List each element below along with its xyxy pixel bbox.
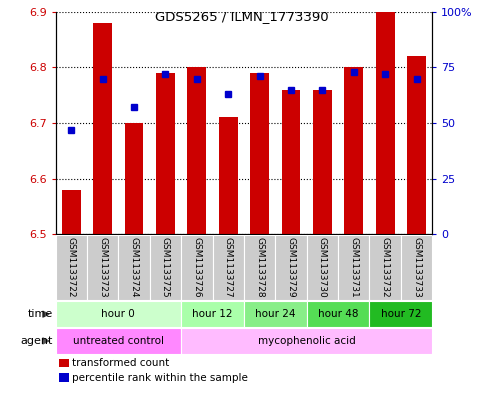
Text: GDS5265 / ILMN_1773390: GDS5265 / ILMN_1773390 bbox=[155, 10, 328, 23]
Text: untreated control: untreated control bbox=[73, 336, 164, 346]
Text: agent: agent bbox=[21, 336, 53, 346]
Text: GSM1133725: GSM1133725 bbox=[161, 237, 170, 298]
Text: GSM1133723: GSM1133723 bbox=[98, 237, 107, 298]
Text: hour 48: hour 48 bbox=[318, 309, 358, 319]
Bar bbox=[307, 301, 369, 327]
Text: GSM1133731: GSM1133731 bbox=[349, 237, 358, 298]
Text: GSM1133727: GSM1133727 bbox=[224, 237, 233, 298]
Bar bbox=[187, 67, 206, 234]
Text: GSM1133732: GSM1133732 bbox=[381, 237, 390, 298]
Bar bbox=[275, 235, 307, 300]
Bar bbox=[62, 190, 81, 234]
Text: GSM1133729: GSM1133729 bbox=[286, 237, 296, 298]
Bar bbox=[156, 73, 175, 234]
Bar bbox=[56, 301, 181, 327]
Bar bbox=[150, 235, 181, 300]
Text: time: time bbox=[28, 309, 53, 319]
Bar bbox=[401, 235, 432, 300]
Text: GSM1133730: GSM1133730 bbox=[318, 237, 327, 298]
Bar bbox=[313, 90, 332, 234]
Bar bbox=[376, 12, 395, 234]
Bar bbox=[307, 235, 338, 300]
Text: percentile rank within the sample: percentile rank within the sample bbox=[72, 373, 248, 383]
Text: mycophenolic acid: mycophenolic acid bbox=[258, 336, 355, 346]
Bar bbox=[118, 235, 150, 300]
Bar bbox=[369, 235, 401, 300]
Text: hour 12: hour 12 bbox=[192, 309, 233, 319]
Text: transformed count: transformed count bbox=[72, 358, 170, 368]
Bar bbox=[219, 118, 238, 234]
Bar bbox=[213, 235, 244, 300]
Bar bbox=[56, 328, 181, 354]
Bar bbox=[369, 301, 432, 327]
Bar bbox=[93, 23, 112, 234]
Bar bbox=[407, 56, 426, 234]
Bar bbox=[56, 235, 87, 300]
Text: hour 0: hour 0 bbox=[101, 309, 135, 319]
Bar bbox=[87, 235, 118, 300]
Bar bbox=[59, 373, 69, 382]
Text: GSM1133724: GSM1133724 bbox=[129, 237, 139, 298]
Text: GSM1133722: GSM1133722 bbox=[67, 237, 76, 298]
Bar bbox=[344, 67, 363, 234]
Bar bbox=[244, 301, 307, 327]
Text: GSM1133726: GSM1133726 bbox=[192, 237, 201, 298]
Bar bbox=[181, 235, 213, 300]
Text: GSM1133728: GSM1133728 bbox=[255, 237, 264, 298]
Bar bbox=[338, 235, 369, 300]
Bar bbox=[181, 328, 432, 354]
Bar bbox=[250, 73, 269, 234]
Bar bbox=[244, 235, 275, 300]
Text: GSM1133733: GSM1133733 bbox=[412, 237, 421, 298]
Text: hour 24: hour 24 bbox=[255, 309, 296, 319]
Bar bbox=[125, 123, 143, 234]
Bar bbox=[59, 358, 69, 367]
Text: hour 72: hour 72 bbox=[381, 309, 421, 319]
Bar bbox=[181, 301, 244, 327]
Bar bbox=[282, 90, 300, 234]
